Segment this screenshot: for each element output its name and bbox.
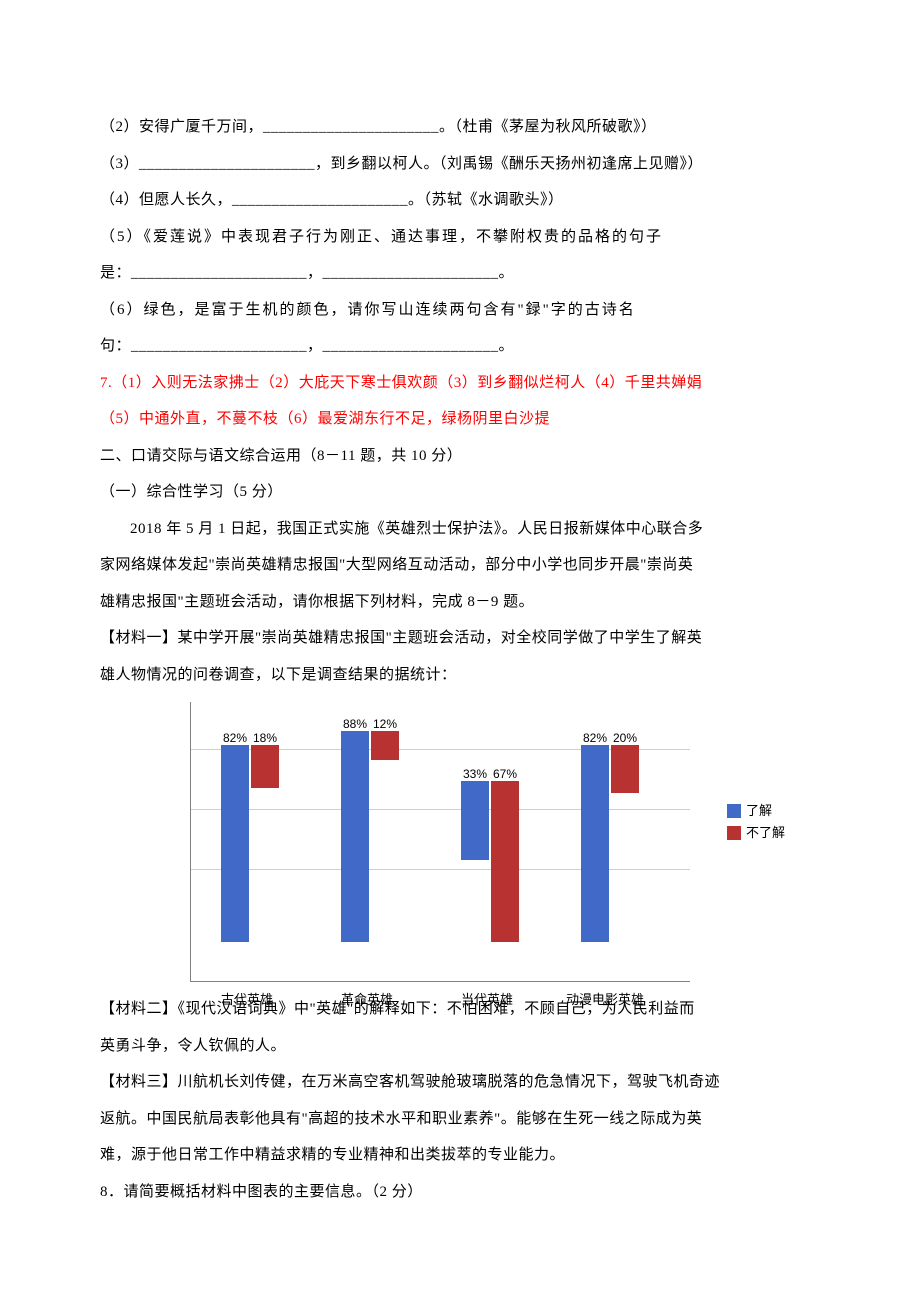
- x-axis-label: 革命英雄: [341, 985, 393, 1015]
- bar-value-label: 18%: [253, 725, 277, 753]
- bar-group: 82%20%: [581, 745, 641, 942]
- answer-7-line1: 7.（1）入则无法家拂士（2）大庇天下寒士俱欢颜（3）到乡翻似烂柯人（4）千里共…: [100, 366, 820, 401]
- legend-unknown: 不了解: [727, 824, 785, 842]
- bar-group: 88%12%: [341, 731, 401, 942]
- x-axis-label: 古代英雄: [221, 985, 273, 1015]
- material-1-line2: 雄人物情况的问卷调查，以下是调查结果的据统计：: [100, 658, 820, 693]
- chart-bar: 82%: [581, 745, 609, 942]
- bar-value-label: 20%: [613, 725, 637, 753]
- legend-label-unknown: 不了解: [746, 824, 785, 842]
- question-3: （3）______________________，到乡翻以柯人。（刘禹锡《酬乐…: [100, 147, 820, 182]
- chart-bar: 82%: [221, 745, 249, 942]
- chart-bar: 12%: [371, 731, 399, 760]
- chart-bar: 18%: [251, 745, 279, 788]
- chart-bar: 88%: [341, 731, 369, 942]
- intro-p2: 家网络媒体发起"崇尚英雄精忠报国"大型网络互动活动，部分中小学也同步开晨"崇尚英: [100, 548, 820, 583]
- material-3-line3: 难，源于他日常工作中精益求精的专业精神和出类拔萃的专业能力。: [100, 1138, 820, 1173]
- intro-p1: 2018 年 5 月 1 日起，我国正式实施《英雄烈士保护法》。人民日报新媒体中…: [100, 512, 820, 547]
- material-2-line2: 英勇斗争，令人钦佩的人。: [100, 1029, 820, 1064]
- intro-p3: 雄精忠报国"主题班会活动，请你根据下列材料，完成 8－9 题。: [100, 585, 820, 620]
- x-axis-label: 当代英雄: [461, 985, 513, 1015]
- bar-value-label: 33%: [463, 761, 487, 789]
- legend-label-know: 了解: [746, 802, 772, 820]
- bar-value-label: 88%: [343, 711, 367, 739]
- question-6-line1: （6）绿色，是富于生机的颜色，请你写山连续两句含有"録"字的古诗名: [100, 293, 820, 328]
- question-8: 8．请简要概括材料中图表的主要信息。（2 分）: [100, 1175, 820, 1210]
- bar-value-label: 67%: [493, 761, 517, 789]
- bar-value-label: 12%: [373, 711, 397, 739]
- bar-group: 33%67%: [461, 781, 521, 942]
- question-5-line1: （5）《爱莲说》中表现君子行为刚正、通达事理，不攀附权贵的品格的句子: [100, 220, 820, 255]
- x-axis-label: 动漫电影英雄: [566, 985, 644, 1015]
- answer-7-line2: （5）中通外直，不蔓不枝（6）最爱湖东行不足，绿杨阴里白沙提: [100, 402, 820, 437]
- survey-bar-chart: 82%18%88%12%33%67%82%20% 古代英雄革命英雄当代英雄动漫电…: [190, 702, 690, 982]
- bar-group: 82%18%: [221, 745, 281, 942]
- bar-value-label: 82%: [583, 725, 607, 753]
- bar-value-label: 82%: [223, 725, 247, 753]
- legend-swatch-know: [727, 804, 741, 818]
- chart-legend: 了解 不了解: [727, 802, 785, 846]
- question-2: （2）安得广厦千万间，______________________。（杜甫《茅屋…: [100, 110, 820, 145]
- question-4: （4）但愿人长久，______________________。（苏轼《水调歌头…: [100, 183, 820, 218]
- question-5-line2: 是：______________________，_______________…: [100, 256, 820, 291]
- subsection-1-heading: （一）综合性学习（5 分）: [100, 475, 820, 510]
- section-2-heading: 二、口请交际与语文综合运用（8－11 题，共 10 分）: [100, 439, 820, 474]
- legend-swatch-unknown: [727, 826, 741, 840]
- material-3-line2: 返航。中国民航局表彰他具有"高超的技术水平和职业素养"。能够在生死一线之际成为英: [100, 1102, 820, 1137]
- chart-bar: 67%: [491, 781, 519, 942]
- legend-know: 了解: [727, 802, 785, 820]
- question-6-line2: 句：______________________，_______________…: [100, 329, 820, 364]
- material-3-line1: 【材料三】川航机长刘传健，在万米高空客机驾驶舱玻璃脱落的危急情况下，驾驶飞机奇迹: [100, 1065, 820, 1100]
- chart-bar: 20%: [611, 745, 639, 793]
- material-1-line1: 【材料一】某中学开展"崇尚英雄精忠报国"主题班会活动，对全校同学做了中学生了解英: [100, 621, 820, 656]
- chart-bar: 33%: [461, 781, 489, 860]
